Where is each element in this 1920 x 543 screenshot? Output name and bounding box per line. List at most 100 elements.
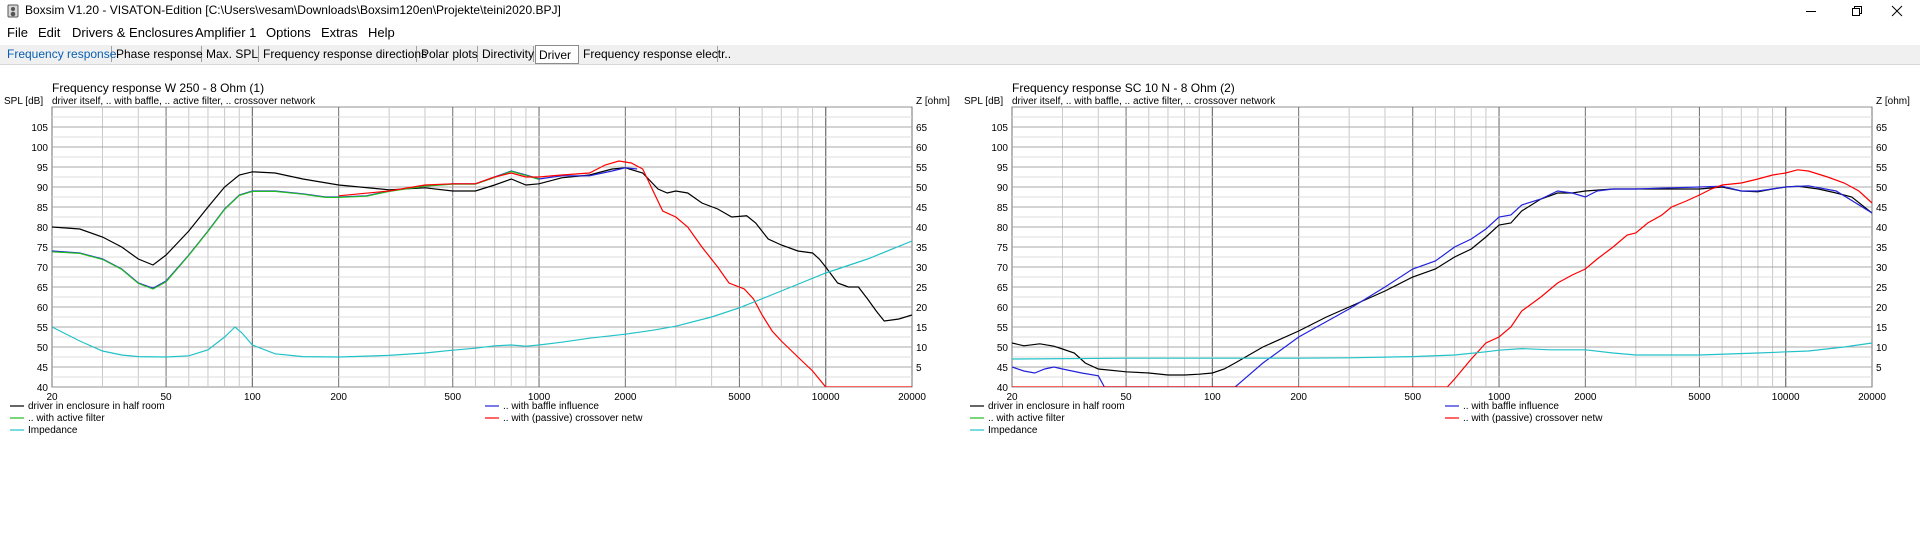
x-tick-label: 50 <box>1121 392 1133 403</box>
x-tick-label: 500 <box>1404 392 1421 403</box>
x-tick-label: 20 <box>46 392 58 403</box>
y2-tick-label: 25 <box>916 283 928 294</box>
y2-tick-label: 10 <box>1876 343 1888 354</box>
y-tick-label: 85 <box>997 203 1009 214</box>
y2-tick-label: 20 <box>916 303 928 314</box>
y2-tick-label: 60 <box>916 143 928 154</box>
legend: driver in enclosure in half room.. with … <box>970 401 1603 436</box>
series-line-1 <box>1012 185 1872 387</box>
y-tick-label: 55 <box>37 323 49 334</box>
menu-bar: File Edit Drivers & Enclosures Amplifier… <box>0 23 1920 43</box>
legend-label: .. with (passive) crossover netw <box>503 413 643 424</box>
grid-horizontal <box>1012 116 1872 378</box>
y2-tick-label: 35 <box>1876 243 1888 254</box>
y-tick-label: 80 <box>37 223 49 234</box>
title-bar: Boxsim V1.20 - VISATON-Edition [C:\Users… <box>0 0 1920 23</box>
x-tick-label: 100 <box>244 392 261 403</box>
tab-directivity[interactable]: Directivity <box>479 46 534 62</box>
y2-tick-label: 40 <box>916 223 928 234</box>
y-tick-label: 95 <box>37 163 49 174</box>
menu-edit[interactable]: Edit <box>38 25 61 40</box>
tab-phase-response[interactable]: Phase response <box>113 46 203 62</box>
legend-label: .. with active filter <box>28 413 105 424</box>
legend-label: driver in enclosure in half room <box>28 401 165 412</box>
tab-polar-plots[interactable]: Polar plots <box>418 46 478 62</box>
y-axis-label: SPL [dB] <box>964 96 1003 107</box>
y2-tick-label: 30 <box>916 263 928 274</box>
tab-bar: Frequency response Phase response Max. S… <box>0 45 1920 65</box>
y-tick-label: 100 <box>991 143 1008 154</box>
x-tick-label: 200 <box>330 392 347 403</box>
y-tick-label: 70 <box>37 263 49 274</box>
x-tick-label: 5000 <box>1688 392 1711 403</box>
restore-button[interactable] <box>1834 0 1880 22</box>
y2-tick-label: 65 <box>916 123 928 134</box>
y-tick-label: 70 <box>997 263 1009 274</box>
x-tick-label: 1000 <box>1488 392 1511 403</box>
menu-file[interactable]: File <box>7 25 28 40</box>
y-tick-label: 100 <box>31 143 48 154</box>
tab-max-spl[interactable]: Max. SPL <box>203 46 259 62</box>
y2-axis-label: Z [ohm] <box>1876 96 1910 107</box>
legend-label: .. with active filter <box>988 413 1065 424</box>
chart-right: Frequency response SC 10 N - 8 Ohm (2) dr… <box>964 81 1910 436</box>
series-group <box>52 160 912 387</box>
y-tick-label: 60 <box>37 303 49 314</box>
tab-driver[interactable]: Driver <box>535 45 579 64</box>
chart-title: Frequency response SC 10 N - 8 Ohm (2) <box>1012 81 1235 95</box>
chart-title: Frequency response W 250 - 8 Ohm (1) <box>52 81 264 95</box>
tab-frequency-response[interactable]: Frequency response <box>4 46 116 62</box>
y-tick-label: 40 <box>997 383 1009 394</box>
y2-tick-label: 55 <box>1876 163 1888 174</box>
y2-tick-label: 35 <box>916 243 928 254</box>
tab-frequency-response-electrical[interactable]: Frequency response electr.. <box>580 46 731 62</box>
y-tick-label: 95 <box>997 163 1009 174</box>
x-tick-label: 100 <box>1204 392 1221 403</box>
x-tick-label: 2000 <box>614 392 637 403</box>
y2-tick-label: 50 <box>916 183 928 194</box>
y-tick-label: 85 <box>37 203 49 214</box>
chart-subtitle: driver itself, .. with baffle, .. active… <box>52 96 316 107</box>
y-tick-label: 105 <box>991 123 1008 134</box>
legend-label: .. with (passive) crossover netw <box>1463 413 1603 424</box>
legend: driver in enclosure in half room.. with … <box>10 401 643 436</box>
menu-drivers-enclosures[interactable]: Drivers & Enclosures <box>72 25 194 40</box>
y-tick-label: 45 <box>997 363 1009 374</box>
window-title: Boxsim V1.20 - VISATON-Edition [C:\Users… <box>25 3 561 17</box>
x-tick-label: 5000 <box>728 392 751 403</box>
y2-tick-label: 15 <box>916 323 928 334</box>
y2-tick-label: 50 <box>1876 183 1888 194</box>
y-axis-label: SPL [dB] <box>4 96 43 107</box>
tab-frequency-response-directions[interactable]: Frequency response directions <box>260 46 427 62</box>
y-tick-label: 75 <box>997 243 1009 254</box>
charts-area: Frequency response W 250 - 8 Ohm (1) driv… <box>0 65 1920 543</box>
series-line-3 <box>338 160 912 387</box>
y-tick-label: 65 <box>37 283 49 294</box>
x-tick-label: 20 <box>1006 392 1018 403</box>
menu-help[interactable]: Help <box>368 25 395 40</box>
y2-tick-label: 15 <box>1876 323 1888 334</box>
menu-amplifier[interactable]: Amplifier 1 <box>195 25 257 40</box>
menu-extras[interactable]: Extras <box>321 25 358 40</box>
x-tick-label: 50 <box>161 392 173 403</box>
minimize-button[interactable] <box>1788 0 1834 22</box>
y-tick-label: 50 <box>997 343 1009 354</box>
restore-icon <box>1852 6 1862 16</box>
y-tick-label: 45 <box>37 363 49 374</box>
y2-tick-label: 20 <box>1876 303 1888 314</box>
y-tick-label: 80 <box>997 223 1009 234</box>
y2-tick-label: 5 <box>916 363 922 374</box>
legend-label: Impedance <box>988 425 1038 436</box>
y-tick-label: 55 <box>997 323 1009 334</box>
menu-options[interactable]: Options <box>266 25 311 40</box>
chart-left: Frequency response W 250 - 8 Ohm (1)driv… <box>4 81 950 436</box>
close-icon <box>1891 5 1903 17</box>
y2-tick-label: 45 <box>1876 203 1888 214</box>
close-button[interactable] <box>1874 0 1920 22</box>
series-group <box>1012 169 1872 387</box>
x-tick-label: 2000 <box>1574 392 1597 403</box>
legend-label: driver in enclosure in half room <box>988 401 1125 412</box>
y2-axis-label: Z [ohm] <box>916 96 950 107</box>
y-tick-label: 40 <box>37 383 49 394</box>
y2-tick-label: 55 <box>916 163 928 174</box>
